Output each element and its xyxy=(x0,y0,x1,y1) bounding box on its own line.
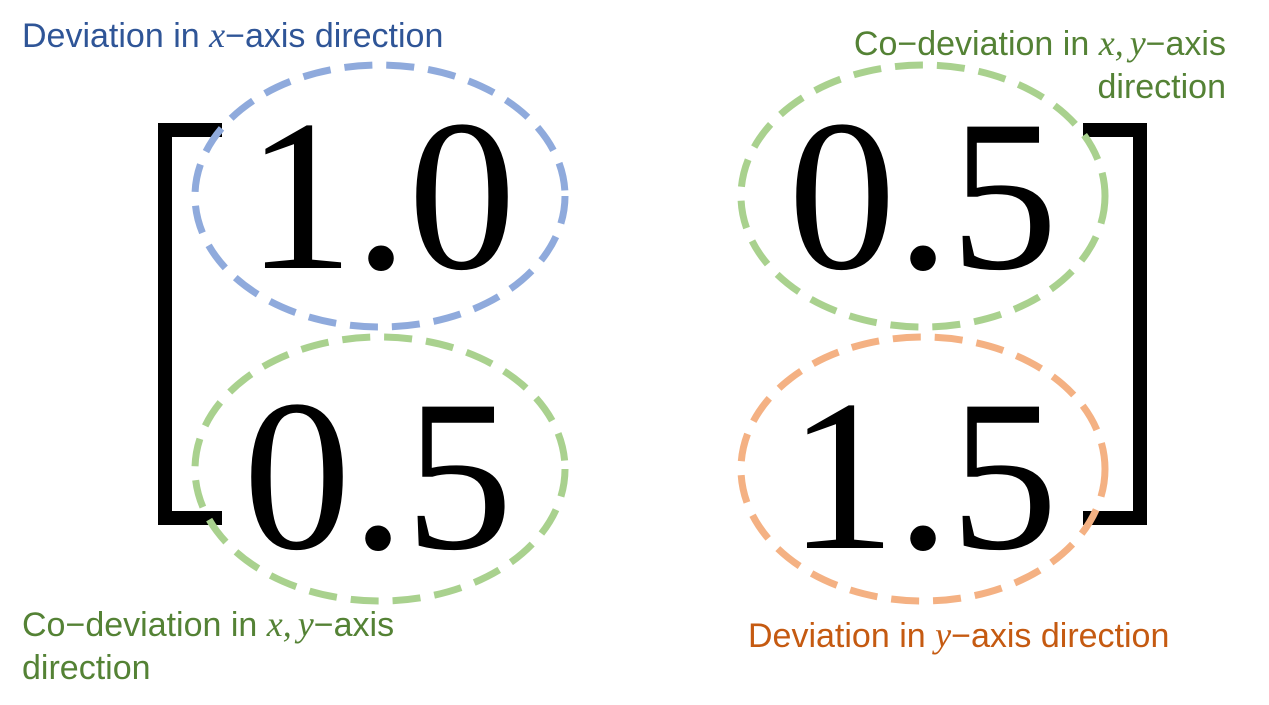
matrix-value-a11: 1.0 xyxy=(246,76,516,315)
label-text: Co−deviation in xyxy=(853,25,1099,63)
matrix-value-a22: 1.5 xyxy=(788,356,1058,595)
right-bracket xyxy=(1083,123,1147,525)
comma: , xyxy=(282,604,292,644)
x-deviation-ellipse xyxy=(191,61,569,331)
variable-x: x xyxy=(1098,23,1115,63)
variable-y: y xyxy=(297,604,314,644)
xy-codeviation-label-bottom: Co−deviation in x, y−axis direction xyxy=(22,603,394,690)
matrix-value-a12: 0.5 xyxy=(788,76,1058,315)
y-deviation-ellipse xyxy=(737,333,1109,605)
label-text: −axis direction xyxy=(951,617,1170,655)
y-deviation-label: Deviation in y−axis direction xyxy=(748,614,1169,658)
left-bracket xyxy=(158,123,222,525)
label-text: −axis xyxy=(313,606,395,644)
variable-y: y xyxy=(1129,23,1146,63)
label-line-2: direction xyxy=(1097,68,1226,106)
variable-x: x xyxy=(266,604,283,644)
label-line-1: Co−deviation in x, y−axis xyxy=(854,22,1226,66)
xy-codeviation-label-top: Co−deviation in x, y−axis direction xyxy=(854,22,1226,109)
variable-x: x xyxy=(209,15,226,55)
label-text: Co−deviation in xyxy=(22,606,267,644)
label-line-1: Co−deviation in x, y−axis xyxy=(22,603,394,647)
label-text: Deviation in xyxy=(22,17,210,55)
x-deviation-label: Deviation in x−axis direction xyxy=(22,14,443,58)
label-text: Deviation in xyxy=(748,617,936,655)
xy-codeviation-ellipse-bottom xyxy=(191,333,569,605)
variable-y: y xyxy=(935,615,952,655)
label-line-2: direction xyxy=(22,649,151,687)
matrix-value-a21: 0.5 xyxy=(243,356,513,595)
label-text: −axis direction xyxy=(225,17,444,55)
comma: , xyxy=(1114,23,1124,63)
label-text: −axis xyxy=(1145,25,1226,63)
xy-codeviation-ellipse-top xyxy=(737,61,1109,331)
